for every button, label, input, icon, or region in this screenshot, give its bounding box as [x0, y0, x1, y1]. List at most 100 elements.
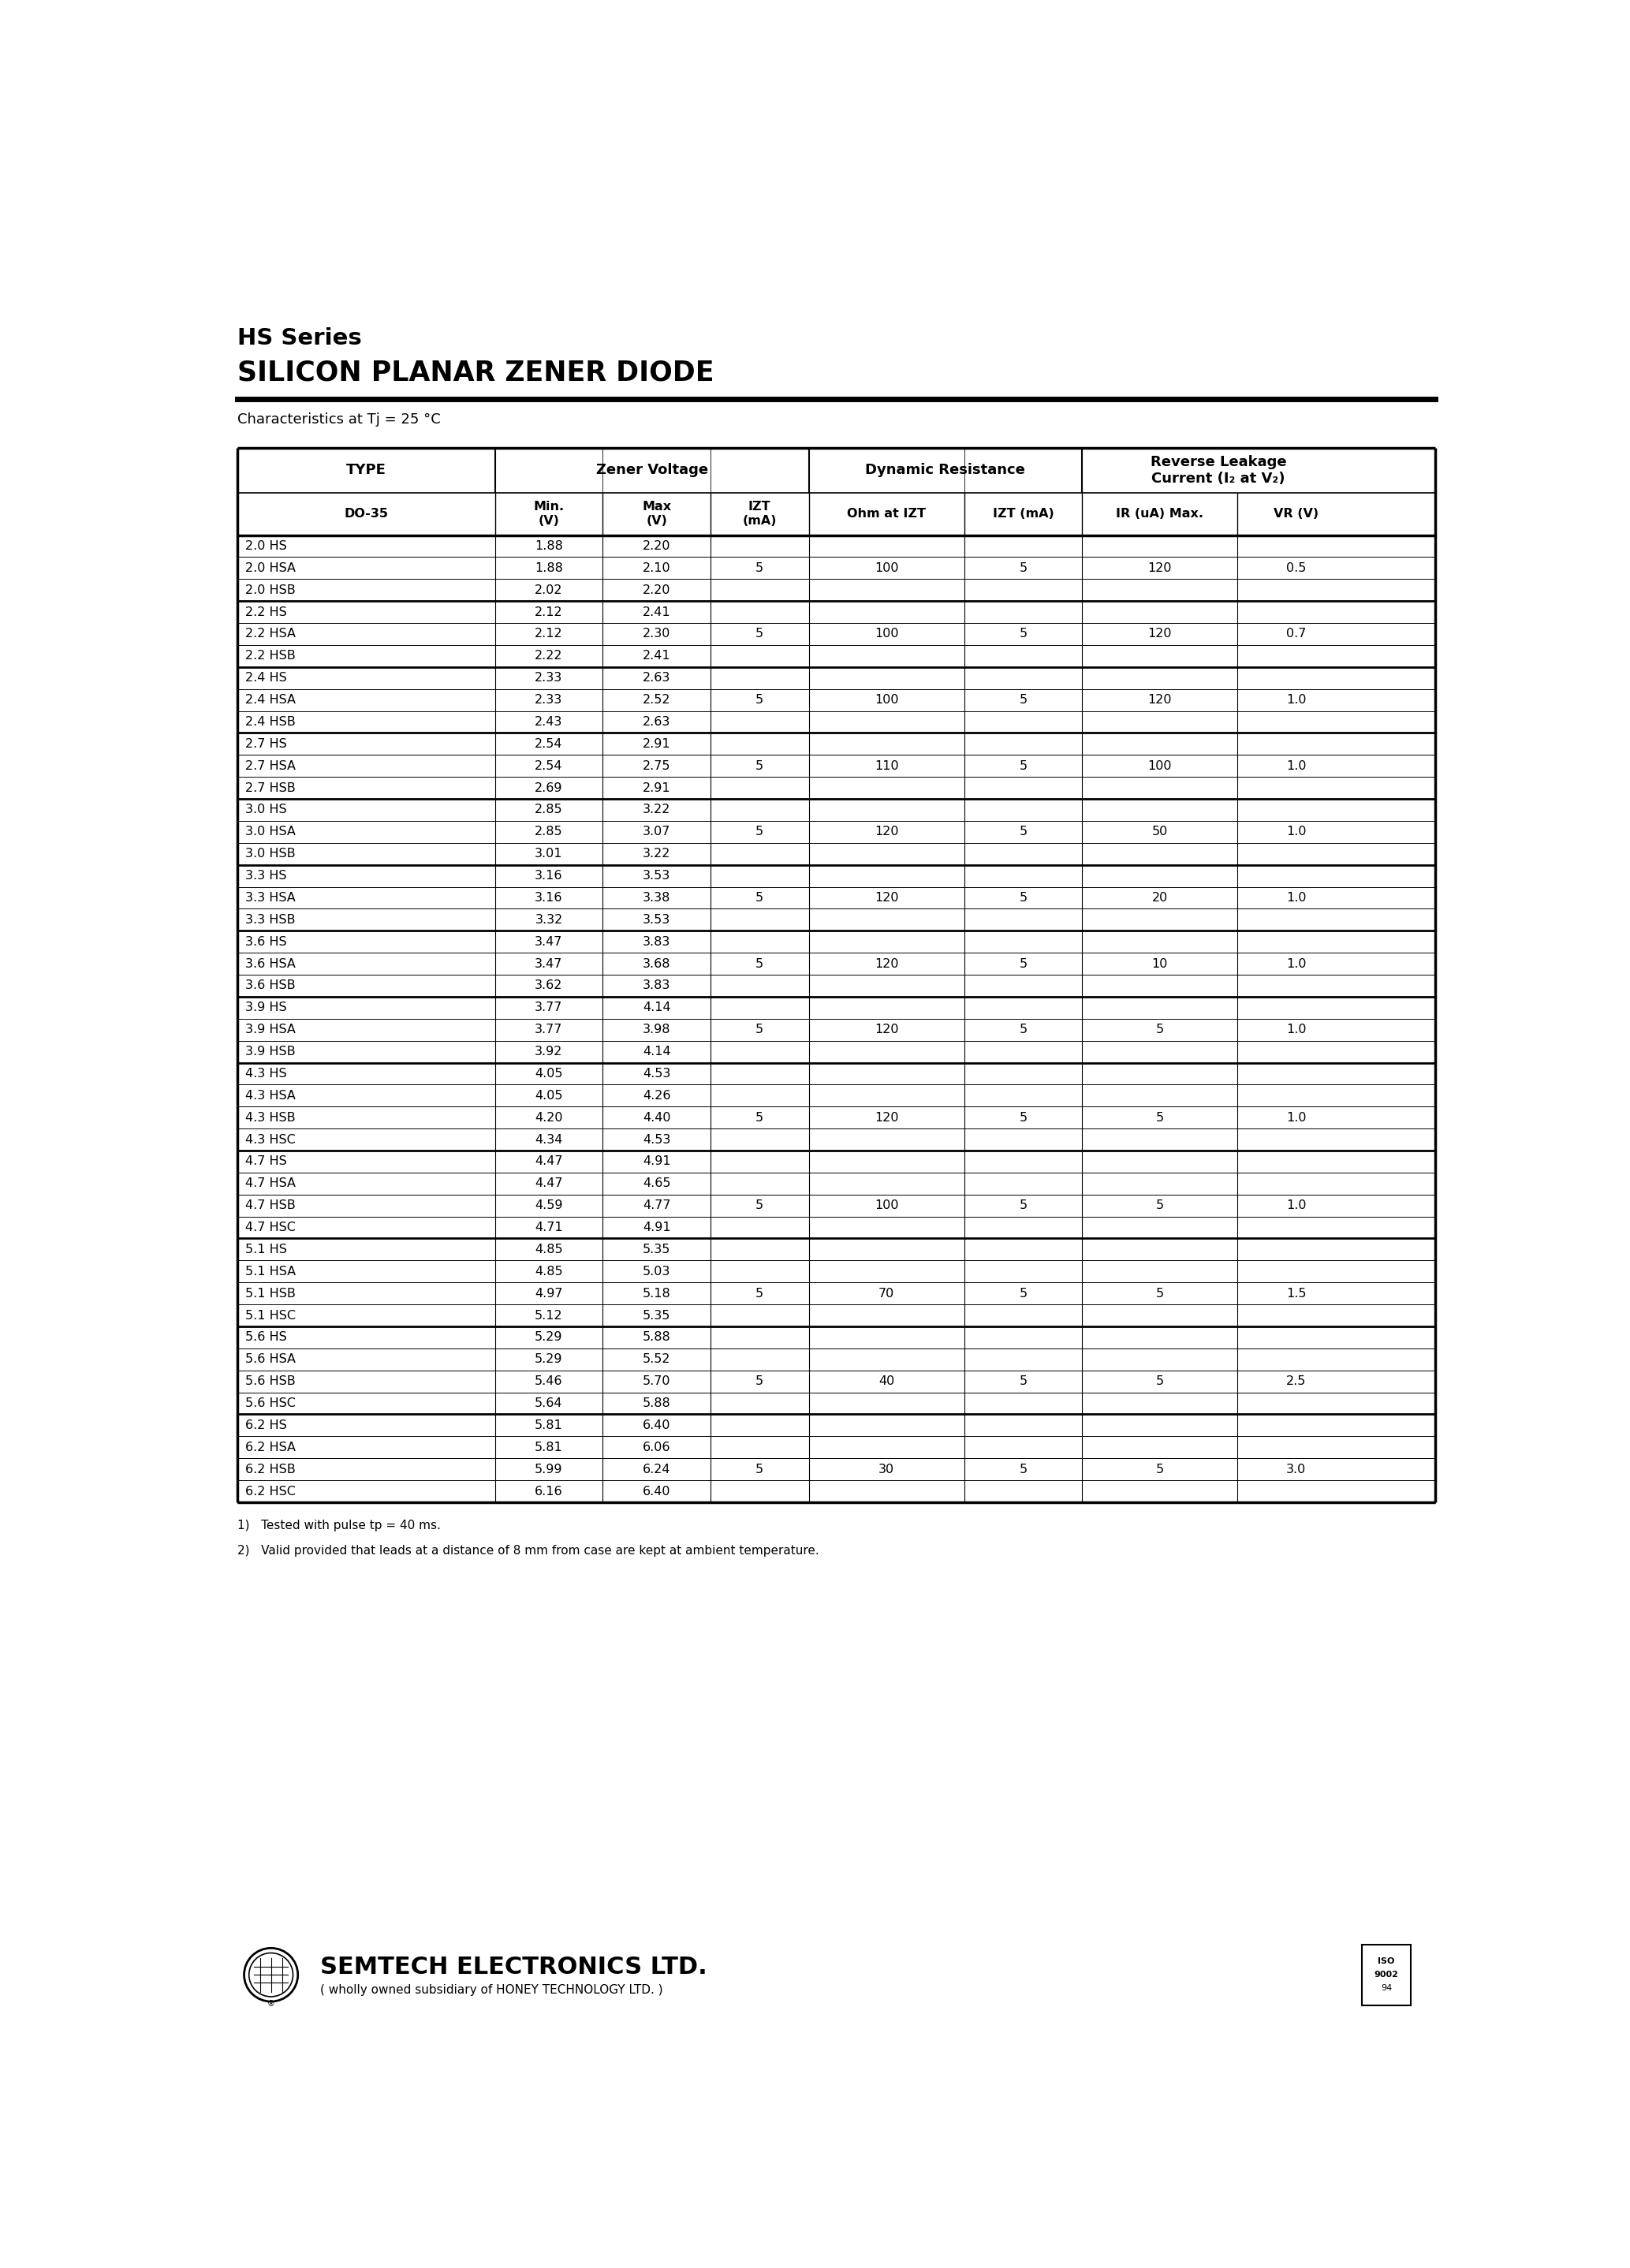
Text: SEMTECH ELECTRONICS LTD.: SEMTECH ELECTRONICS LTD. [319, 1955, 707, 1978]
Text: 4.05: 4.05 [535, 1089, 562, 1102]
Text: 5.81: 5.81 [535, 1420, 562, 1431]
FancyBboxPatch shape [1363, 1944, 1412, 2005]
Text: 2.54: 2.54 [535, 760, 562, 771]
Text: 2.12: 2.12 [535, 606, 562, 617]
Text: 110: 110 [875, 760, 898, 771]
Text: Reverse Leakage
Current (I₂ at V₂): Reverse Leakage Current (I₂ at V₂) [1151, 456, 1286, 485]
Text: ISO: ISO [1377, 1957, 1395, 1966]
Text: 5.18: 5.18 [642, 1288, 670, 1300]
Text: 3.9 HSA: 3.9 HSA [244, 1023, 295, 1036]
Text: IZT
(mA): IZT (mA) [743, 501, 778, 526]
Text: 6.06: 6.06 [642, 1442, 670, 1454]
Text: 100: 100 [875, 1200, 898, 1211]
Text: 5: 5 [756, 957, 763, 971]
Text: 2.22: 2.22 [535, 651, 562, 662]
Text: 1)   Tested with pulse tp = 40 ms.: 1) Tested with pulse tp = 40 ms. [238, 1520, 440, 1531]
Text: 3.83: 3.83 [642, 937, 670, 948]
Text: 5: 5 [756, 694, 763, 705]
Text: 4.34: 4.34 [535, 1134, 562, 1145]
Text: 0.7: 0.7 [1286, 628, 1306, 640]
Text: VR (V): VR (V) [1273, 508, 1319, 519]
Text: 120: 120 [875, 826, 898, 837]
Text: 3.07: 3.07 [642, 826, 670, 837]
Text: ®: ® [267, 2000, 275, 2007]
Text: 5.81: 5.81 [535, 1442, 562, 1454]
Text: 6.40: 6.40 [642, 1420, 670, 1431]
Text: Ohm at IZT: Ohm at IZT [848, 508, 926, 519]
Text: 3.9 HSB: 3.9 HSB [244, 1046, 295, 1057]
Text: 5.6 HSC: 5.6 HSC [244, 1397, 295, 1408]
Text: 3.6 HSB: 3.6 HSB [244, 980, 295, 991]
Text: 1.88: 1.88 [535, 540, 562, 551]
Text: 5.6 HS: 5.6 HS [244, 1331, 287, 1343]
Text: 3.3 HSA: 3.3 HSA [244, 891, 295, 903]
Text: 5: 5 [756, 826, 763, 837]
Text: 5.35: 5.35 [642, 1243, 670, 1256]
Text: 100: 100 [1148, 760, 1172, 771]
Text: 5.88: 5.88 [642, 1397, 670, 1408]
Text: 4.85: 4.85 [535, 1243, 562, 1256]
Text: 6.2 HSA: 6.2 HSA [244, 1442, 295, 1454]
Text: 3.01: 3.01 [535, 848, 562, 860]
Text: 1.0: 1.0 [1286, 760, 1306, 771]
Text: HS Series: HS Series [238, 327, 362, 349]
Text: 4.3 HSB: 4.3 HSB [244, 1111, 295, 1123]
Text: Zener Voltage: Zener Voltage [597, 463, 707, 476]
Text: 50: 50 [1152, 826, 1167, 837]
Text: 2.12: 2.12 [535, 628, 562, 640]
Text: 1.0: 1.0 [1286, 1111, 1306, 1123]
Text: 4.65: 4.65 [642, 1177, 670, 1188]
Text: 3.22: 3.22 [642, 803, 670, 816]
Text: 2.4 HSB: 2.4 HSB [244, 717, 295, 728]
Text: 5: 5 [756, 1288, 763, 1300]
Text: 4.71: 4.71 [535, 1222, 562, 1234]
Text: 2.02: 2.02 [535, 585, 562, 596]
Text: 4.47: 4.47 [535, 1177, 562, 1188]
Text: 2.30: 2.30 [642, 628, 670, 640]
Text: 4.53: 4.53 [642, 1134, 670, 1145]
Text: 5.1 HSC: 5.1 HSC [244, 1309, 295, 1322]
Text: 2.20: 2.20 [642, 585, 670, 596]
Text: 5: 5 [1019, 694, 1027, 705]
Text: 4.14: 4.14 [642, 1002, 670, 1014]
Text: 120: 120 [1148, 694, 1172, 705]
Text: 5.88: 5.88 [642, 1331, 670, 1343]
Text: Min.
(V): Min. (V) [533, 501, 564, 526]
Text: 5: 5 [756, 1023, 763, 1036]
Text: 5.52: 5.52 [642, 1354, 670, 1365]
Text: 3.77: 3.77 [535, 1002, 562, 1014]
Text: 2.85: 2.85 [535, 826, 562, 837]
Text: 5.64: 5.64 [535, 1397, 562, 1408]
Text: 2.54: 2.54 [535, 737, 562, 751]
Text: 1.88: 1.88 [535, 562, 562, 574]
Text: 5.35: 5.35 [642, 1309, 670, 1322]
Text: 100: 100 [875, 562, 898, 574]
Text: 40: 40 [879, 1374, 895, 1388]
Text: 9002: 9002 [1374, 1971, 1399, 1978]
Text: 3.32: 3.32 [535, 914, 562, 925]
Text: 4.85: 4.85 [535, 1266, 562, 1277]
Text: 120: 120 [875, 1111, 898, 1123]
Text: 2.4 HS: 2.4 HS [244, 671, 287, 685]
Text: 3.9 HS: 3.9 HS [244, 1002, 287, 1014]
Text: SILICON PLANAR ZENER DIODE: SILICON PLANAR ZENER DIODE [238, 358, 714, 386]
Text: 1.0: 1.0 [1286, 957, 1306, 971]
Text: TYPE: TYPE [346, 463, 386, 476]
Text: 20: 20 [1152, 891, 1167, 903]
Text: 4.77: 4.77 [642, 1200, 670, 1211]
Text: 2.85: 2.85 [535, 803, 562, 816]
Text: 4.53: 4.53 [642, 1068, 670, 1080]
Text: 3.53: 3.53 [642, 871, 670, 882]
Text: 2.43: 2.43 [535, 717, 562, 728]
Text: 4.91: 4.91 [642, 1222, 670, 1234]
Text: 2.7 HSA: 2.7 HSA [244, 760, 295, 771]
Text: 4.47: 4.47 [535, 1157, 562, 1168]
Text: 5: 5 [756, 1463, 763, 1474]
Text: 2.75: 2.75 [642, 760, 670, 771]
Text: 4.3 HSA: 4.3 HSA [244, 1089, 295, 1102]
Text: 2.5: 2.5 [1286, 1374, 1306, 1388]
Text: 5: 5 [1019, 1111, 1027, 1123]
Text: 5: 5 [1019, 1463, 1027, 1474]
Text: 120: 120 [875, 1023, 898, 1036]
Text: Max
(V): Max (V) [642, 501, 672, 526]
